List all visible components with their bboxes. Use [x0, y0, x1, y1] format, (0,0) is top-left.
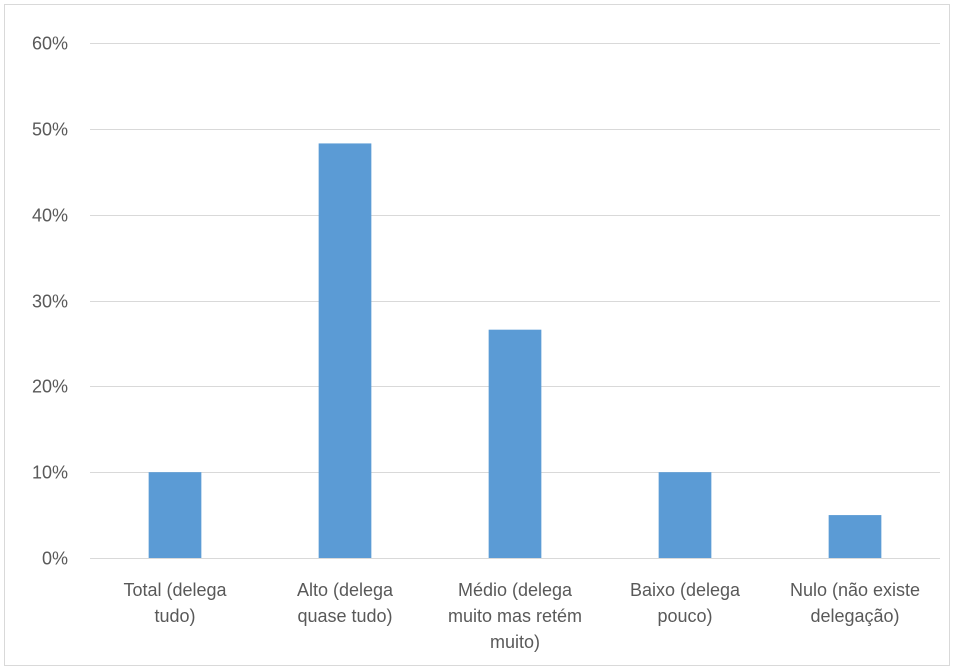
x-category-label: Total (delega tudo): [123, 580, 227, 626]
y-tick-label: 0%: [42, 549, 68, 569]
bar: [658, 472, 712, 558]
x-axis-categories: Total (delega tudo) Alto (delega quase tudo…: [123, 580, 920, 652]
gridlines: [90, 43, 940, 559]
bar: [488, 329, 542, 558]
y-tick-label: 50%: [32, 120, 68, 140]
y-axis-ticks: 0% 10% 20% 30% 40% 50% 60%: [32, 34, 68, 569]
x-category-label: Alto (delega quase tudo): [297, 580, 394, 626]
y-tick-label: 10%: [32, 463, 68, 483]
y-tick-label: 60%: [32, 34, 68, 54]
y-tick-label: 30%: [32, 292, 68, 312]
x-category-label: Médio (delega muito mas retém muito): [448, 580, 582, 652]
y-tick-label: 20%: [32, 377, 68, 397]
x-category-label: Nulo (não existe delegação): [790, 580, 920, 626]
bar: [318, 143, 372, 559]
bars: [148, 143, 882, 559]
y-tick-label: 40%: [32, 206, 68, 226]
bar: [828, 515, 882, 558]
x-category-label: Baixo (delega pouco): [630, 580, 741, 626]
bar: [148, 472, 202, 558]
